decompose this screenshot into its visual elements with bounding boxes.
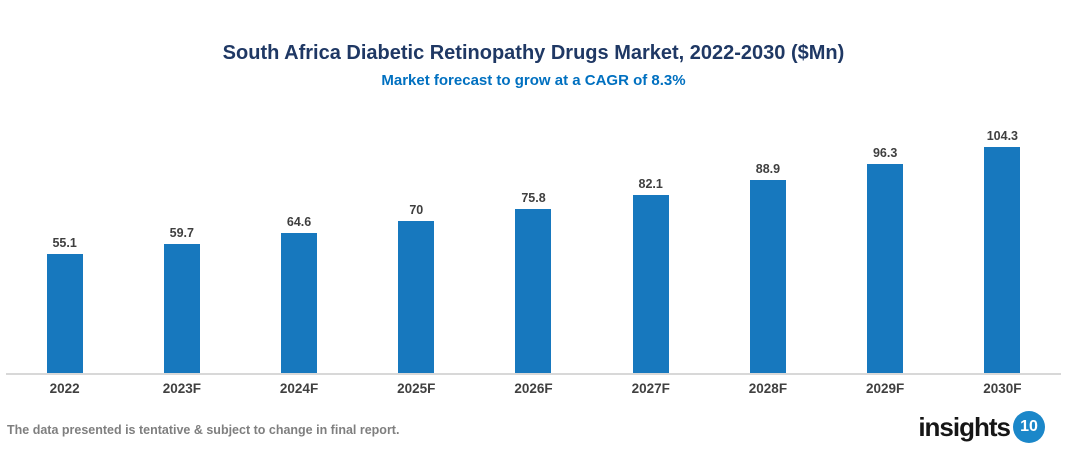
bar-2029F xyxy=(867,164,904,373)
bar-2023F xyxy=(163,244,200,373)
bar-value-label-2022: 55.1 xyxy=(52,236,77,250)
x-tick-2027F: 2027F xyxy=(631,381,670,396)
chart-title: South Africa Diabetic Retinopathy Drugs … xyxy=(222,42,845,64)
x-tick-2029F: 2029F xyxy=(866,381,905,396)
bar-2026F xyxy=(515,209,552,373)
bar-slot-2029F: 96.3 xyxy=(827,146,944,373)
x-tick-2025F: 2025F xyxy=(397,381,436,396)
bar-slot-2023F: 59.7 xyxy=(123,226,240,373)
bar-2027F xyxy=(632,195,669,373)
bar-2022 xyxy=(46,254,83,373)
bar-value-label-2028F: 88.9 xyxy=(755,162,781,176)
bar-slot-2022: 55.1 xyxy=(6,236,123,373)
bar-value-label-2024F: 64.6 xyxy=(286,215,312,229)
bar-value-label-2030F: 104.3 xyxy=(986,129,1018,143)
disclaimer-text: The data presented is tentative & subjec… xyxy=(7,423,400,437)
x-axis-labels: 2022 2023F 2024F 2025F 2026F 2027F 2028F 2029F 2… xyxy=(6,381,1061,396)
bar-value-label-2027F: 82.1 xyxy=(638,177,663,191)
bar-value-label-2026F: 75.8 xyxy=(521,191,546,205)
bar-slot-2026F: 75.8 xyxy=(475,191,592,373)
bar-slot-2028F: 88.9 xyxy=(709,162,826,373)
x-tick-2024F: 2024F xyxy=(279,381,319,396)
x-tick-2023F: 2023F xyxy=(162,381,201,396)
bar-2025F xyxy=(398,221,435,373)
logo-wordmark: insights xyxy=(918,411,1011,442)
bar-value-label-2025F: 70 xyxy=(409,203,424,217)
x-tick-2026F: 2026F xyxy=(514,381,553,396)
bar-slot-2025F: 70 xyxy=(358,203,475,373)
bar-value-label-2029F: 96.3 xyxy=(872,146,898,160)
bar-slot-2027F: 82.1 xyxy=(592,177,709,373)
bar-slot-2024F: 64.6 xyxy=(240,215,357,373)
bar-slot-2030F: 104.3 xyxy=(944,129,1061,373)
x-tick-2028F: 2028F xyxy=(748,381,788,396)
bar-2028F xyxy=(749,180,786,373)
bar-chart-plot-area: 55.1 59.7 64.6 70 75.8 82.1 88.9 96.3 104.3 xyxy=(6,129,1061,375)
logo-number-badge: 10 xyxy=(1013,411,1045,443)
insights10-logo: insights 10 xyxy=(918,410,1045,444)
chart-header: South Africa Diabetic Retinopathy Drugs … xyxy=(0,42,1067,90)
x-tick-2022: 2022 xyxy=(49,381,80,396)
x-tick-2030F: 2030F xyxy=(983,381,1022,396)
chart-subtitle: Market forecast to grow at a CAGR of 8.3… xyxy=(381,72,686,89)
bar-2024F xyxy=(281,233,318,373)
bar-2030F xyxy=(984,147,1021,373)
bar-value-label-2023F: 59.7 xyxy=(169,226,194,240)
